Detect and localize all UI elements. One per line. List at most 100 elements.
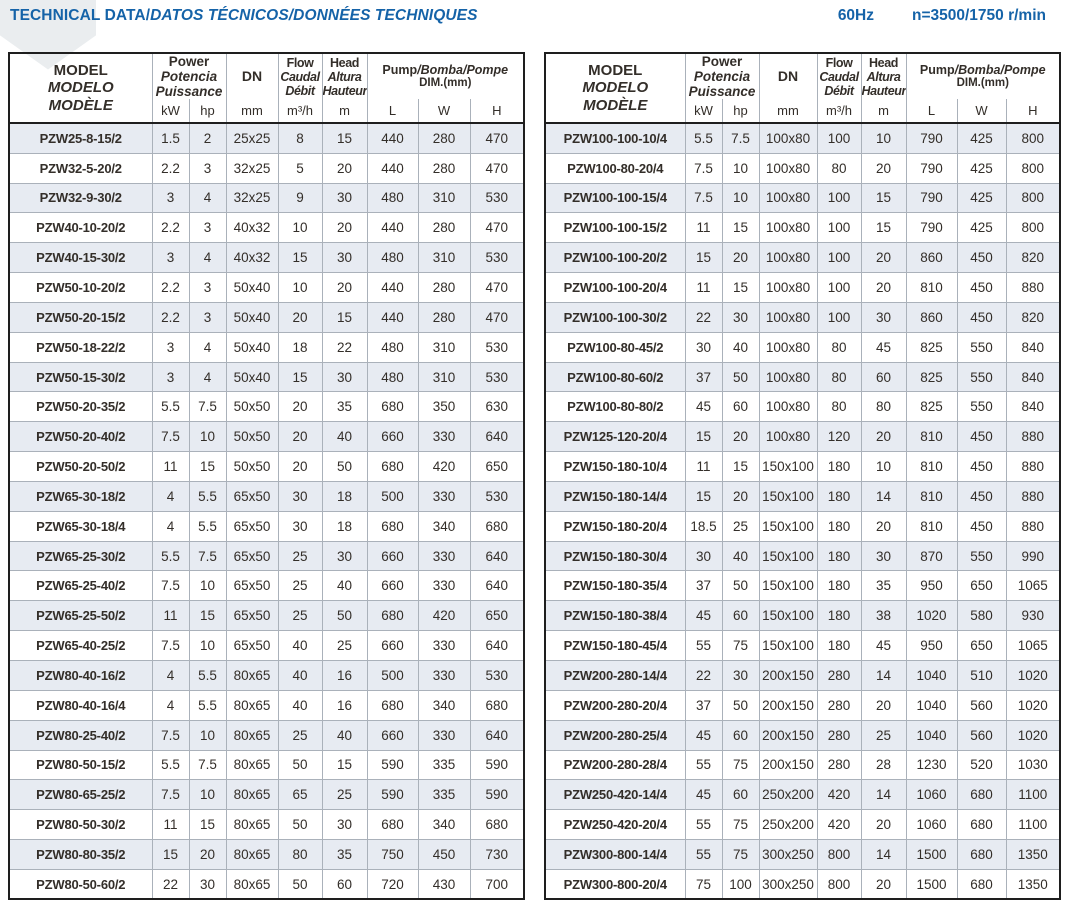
cell-dn: 80x65 <box>225 779 279 811</box>
cell-head: 15 <box>321 301 368 333</box>
cell-hp: 30 <box>721 660 760 691</box>
cell-head: 30 <box>860 301 907 333</box>
unit-m: m <box>860 99 907 124</box>
cell-head: 18 <box>321 510 368 542</box>
cell-dim-h: 680 <box>469 510 525 542</box>
cell-flow: 180 <box>816 510 862 542</box>
cell-dim-h: 680 <box>469 689 525 721</box>
cell-flow: 800 <box>816 868 862 900</box>
unit-mm: mm <box>225 99 279 124</box>
cell-hp: 20 <box>721 480 760 512</box>
col-header-head: Head Altura Hauteur <box>321 52 368 100</box>
unit-m: m <box>321 99 368 124</box>
cell-dim-w: 550 <box>956 331 1007 363</box>
cell-dim-l: 590 <box>366 749 419 781</box>
cell-kw: 22 <box>151 868 190 900</box>
table-row: PZW100-100-20/4 11 15 100x80 100 20 810 450 880 <box>544 272 1061 303</box>
cell-dim-w: 280 <box>417 152 471 184</box>
cell-dim-l: 950 <box>905 630 958 662</box>
cell-head: 15 <box>860 212 907 244</box>
cell-flow: 100 <box>816 242 862 274</box>
cell-flow: 15 <box>277 242 323 274</box>
cell-dim-l: 680 <box>366 689 419 721</box>
cell-dim-w: 680 <box>956 779 1007 811</box>
table-row: PZW200-280-20/4 37 50 200x150 280 20 1040 560 10… <box>544 689 1061 721</box>
cell-head: 40 <box>321 570 368 602</box>
cell-model: PZW80-25-40/2 <box>8 719 153 751</box>
table-row: PZW50-20-50/2 11 15 50x50 20 50 680 420 650 <box>8 451 525 482</box>
cell-kw: 4 <box>151 660 190 691</box>
cell-head: 30 <box>860 540 907 572</box>
cell-dim-l: 440 <box>366 212 419 244</box>
cell-hp: 50 <box>721 361 760 393</box>
cell-model: PZW150-180-35/4 <box>544 570 686 602</box>
cell-dn: 150x100 <box>758 570 818 602</box>
table-row: PZW32-9-30/2 3 4 32x25 9 30 480 310 530 <box>8 182 525 214</box>
cell-hp: 4 <box>188 361 227 393</box>
cell-head: 60 <box>321 868 368 900</box>
cell-head: 15 <box>321 122 368 154</box>
cell-kw: 11 <box>151 809 190 841</box>
table-row: PZW80-65-25/2 7.5 10 80x65 65 25 590 335 590 <box>8 779 525 811</box>
cell-dim-h: 640 <box>469 421 525 453</box>
cell-dim-l: 860 <box>905 301 958 333</box>
cell-kw: 1.5 <box>151 122 190 154</box>
cell-flow: 50 <box>277 749 323 781</box>
cell-model: PZW200-280-25/4 <box>544 719 686 751</box>
unit-m3h: m³/h <box>277 99 323 124</box>
table-row: PZW200-280-14/4 22 30 200x150 280 14 1040 510 10… <box>544 660 1061 691</box>
cell-hp: 15 <box>188 809 227 841</box>
cell-model: PZW80-80-35/2 <box>8 839 153 870</box>
cell-hp: 3 <box>188 212 227 244</box>
unit-w: W <box>956 99 1007 124</box>
speed-label: n=3500/1750 r/min <box>912 7 1046 24</box>
cell-kw: 75 <box>684 868 723 900</box>
cell-hp: 15 <box>188 600 227 632</box>
cell-kw: 45 <box>684 600 723 632</box>
cell-dim-h: 530 <box>469 182 525 214</box>
cell-dim-w: 420 <box>417 451 471 482</box>
cell-dim-h: 1020 <box>1005 660 1061 691</box>
cell-hp: 5.5 <box>188 660 227 691</box>
cell-dn: 65x50 <box>225 600 279 632</box>
cell-head: 40 <box>321 719 368 751</box>
cell-model: PZW150-180-38/4 <box>544 600 686 632</box>
cell-dn: 100x80 <box>758 272 818 303</box>
cell-kw: 45 <box>684 779 723 811</box>
cell-head: 25 <box>321 630 368 662</box>
cell-kw: 11 <box>151 600 190 632</box>
cell-flow: 280 <box>816 689 862 721</box>
cell-hp: 75 <box>721 630 760 662</box>
cell-dn: 80x65 <box>225 660 279 691</box>
cell-head: 80 <box>860 391 907 423</box>
cell-head: 30 <box>321 242 368 274</box>
cell-dn: 50x40 <box>225 301 279 333</box>
table-row: PZW100-80-80/2 45 60 100x80 80 80 825 550 840 <box>544 391 1061 423</box>
cell-dim-w: 650 <box>956 570 1007 602</box>
cell-kw: 3 <box>151 331 190 363</box>
cell-head: 14 <box>860 779 907 811</box>
cell-dim-h: 1100 <box>1005 779 1061 811</box>
cell-hp: 15 <box>188 451 227 482</box>
cell-head: 45 <box>860 630 907 662</box>
cell-dn: 100x80 <box>758 361 818 393</box>
cell-dim-h: 880 <box>1005 510 1061 542</box>
cell-kw: 4 <box>151 510 190 542</box>
cell-model: PZW150-180-10/4 <box>544 451 686 482</box>
cell-dim-l: 1230 <box>905 749 958 781</box>
col-header-pump-dim: Pump/Bomba/Pompe DIM.(mm) <box>366 52 525 100</box>
cell-model: PZW150-180-14/4 <box>544 480 686 512</box>
cell-dim-w: 550 <box>956 540 1007 572</box>
table-row: PZW50-18-22/2 3 4 50x40 18 22 480 310 530 <box>8 331 525 363</box>
table-row: PZW300-800-14/4 55 75 300x250 800 14 1500 680 13… <box>544 839 1061 870</box>
cell-kw: 2.2 <box>151 301 190 333</box>
cell-dim-l: 680 <box>366 809 419 841</box>
cell-dim-h: 530 <box>469 331 525 363</box>
cell-dim-l: 1060 <box>905 779 958 811</box>
cell-flow: 40 <box>277 660 323 691</box>
cell-kw: 55 <box>684 839 723 870</box>
cell-hp: 4 <box>188 242 227 274</box>
cell-flow: 50 <box>277 868 323 900</box>
cell-dim-l: 660 <box>366 570 419 602</box>
cell-dim-h: 840 <box>1005 361 1061 393</box>
